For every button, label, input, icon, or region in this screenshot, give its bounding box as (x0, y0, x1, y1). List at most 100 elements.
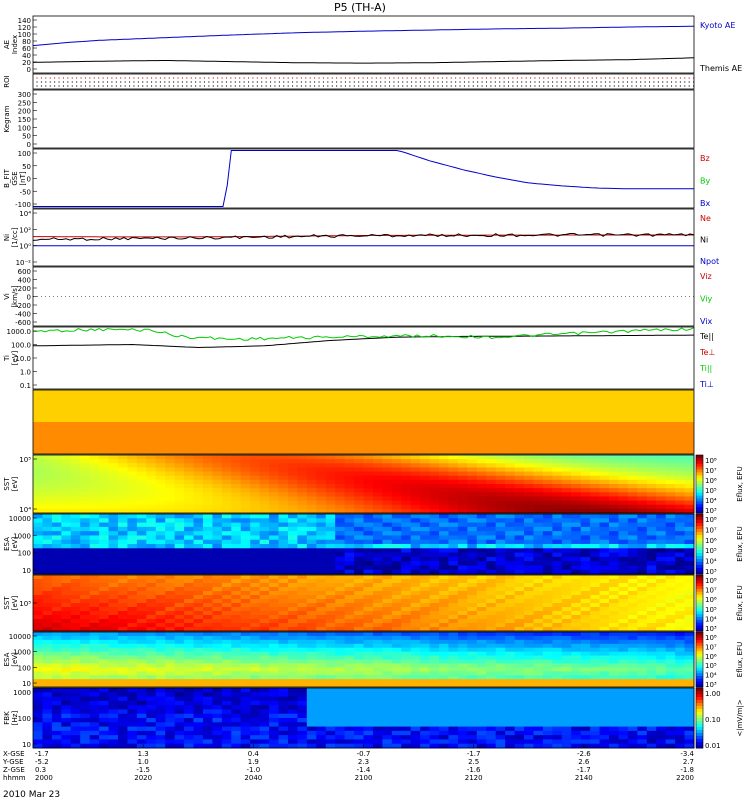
heatmap-cell (335, 599, 345, 604)
heatmap-cell (458, 505, 468, 510)
heatmap-cell (685, 463, 695, 468)
heatmap-cell (269, 714, 279, 719)
heatmap-cell (33, 692, 43, 697)
heatmap-cell (52, 527, 62, 532)
heatmap-cell (222, 644, 232, 648)
heatmap-cell (420, 656, 430, 660)
heatmap-cell (552, 496, 562, 501)
heatmap-cell (260, 501, 270, 506)
heatmap-cell (137, 697, 147, 702)
heatmap-cell (156, 640, 166, 644)
colorbar-segment (696, 532, 703, 536)
heatmap-cell (203, 697, 213, 702)
heatmap-cell (118, 644, 128, 648)
heatmap-cell (203, 623, 213, 628)
heatmap-cell (33, 579, 43, 584)
heatmap-cell (326, 599, 336, 604)
heatmap-cell (647, 476, 657, 481)
heatmap-cell (99, 565, 109, 570)
heatmap-cell (637, 561, 647, 566)
heatmap-cell (212, 595, 222, 600)
heatmap-cell (316, 575, 326, 580)
roi-dot (398, 77, 399, 78)
heatmap-cell (354, 476, 364, 481)
roi-dot (340, 81, 341, 82)
heatmap-cell (590, 579, 600, 584)
heatmap-cell (364, 518, 374, 523)
heatmap-cell (439, 599, 449, 604)
heatmap-cell (411, 501, 421, 506)
heatmap-cell (439, 527, 449, 532)
heatmap-cell (628, 679, 638, 683)
heatmap-cell (80, 540, 90, 545)
heatmap-cell (175, 518, 185, 523)
heatmap-cell (533, 553, 543, 558)
heatmap-cell (533, 472, 543, 477)
heatmap-cell (533, 615, 543, 620)
heatmap-cell (175, 615, 185, 620)
heatmap-cell (467, 644, 477, 648)
heatmap-cell (401, 623, 411, 628)
heatmap-cell (279, 505, 289, 510)
heatmap-cell (411, 553, 421, 558)
colorbar-tick-label: 10⁶ (705, 537, 717, 545)
heatmap-cell (175, 587, 185, 592)
heatmap-cell (486, 603, 496, 608)
heatmap-cell (127, 488, 137, 493)
heatmap-cell (297, 505, 307, 510)
heatmap-cell (260, 579, 270, 584)
heatmap-cell (458, 544, 468, 549)
heatmap-cell (118, 579, 128, 584)
roi-dot (191, 81, 192, 82)
heatmap-cell (52, 531, 62, 536)
heatmap-cell (562, 488, 572, 493)
heatmap-cell (401, 553, 411, 558)
heatmap-cell (288, 501, 298, 506)
roi-dot (349, 85, 350, 86)
roi-dot (605, 85, 606, 86)
heatmap-cell (618, 527, 628, 532)
heatmap-cell (467, 579, 477, 584)
heatmap-cell (194, 697, 204, 702)
heatmap-cell (496, 587, 506, 592)
roi-dot (539, 77, 540, 78)
heatmap-cell (194, 648, 204, 652)
heatmap-cell (269, 467, 279, 472)
heatmap-cell (61, 735, 71, 740)
roi-dot (653, 85, 654, 86)
heatmap-cell (184, 579, 194, 584)
heatmap-cell (212, 640, 222, 644)
heatmap-cell (80, 675, 90, 679)
heatmap-cell (231, 488, 241, 493)
heatmap-cell (222, 660, 232, 664)
heatmap-cell (467, 492, 477, 497)
heatmap-cell (430, 619, 440, 624)
heatmap-cell (165, 731, 175, 736)
heatmap-cell (590, 615, 600, 620)
heatmap-cell (42, 472, 52, 477)
heatmap-cell (335, 544, 345, 549)
heatmap-cell (156, 667, 166, 671)
heatmap-cell (600, 472, 610, 477)
heatmap-cell (212, 575, 222, 580)
roi-dot (596, 85, 597, 86)
heatmap-cell (307, 667, 317, 671)
roi-dot (208, 77, 209, 78)
heatmap-cell (392, 619, 402, 624)
heatmap-cell (439, 455, 449, 460)
heatmap-cell (194, 540, 204, 545)
heatmap-cell (326, 565, 336, 570)
heatmap-cell (675, 488, 685, 493)
heatmap-cell (628, 467, 638, 472)
heatmap-cell (42, 599, 52, 604)
roi-dot (407, 77, 408, 78)
heatmap-cell (458, 463, 468, 468)
heatmap-cell (250, 472, 260, 477)
roi-dot (186, 85, 187, 86)
heatmap-cell (165, 518, 175, 523)
heatmap-cell (524, 561, 534, 566)
roi-dot (349, 81, 350, 82)
heatmap-cell (382, 472, 392, 477)
roi-dot (437, 85, 438, 86)
heatmap-cell (609, 599, 619, 604)
